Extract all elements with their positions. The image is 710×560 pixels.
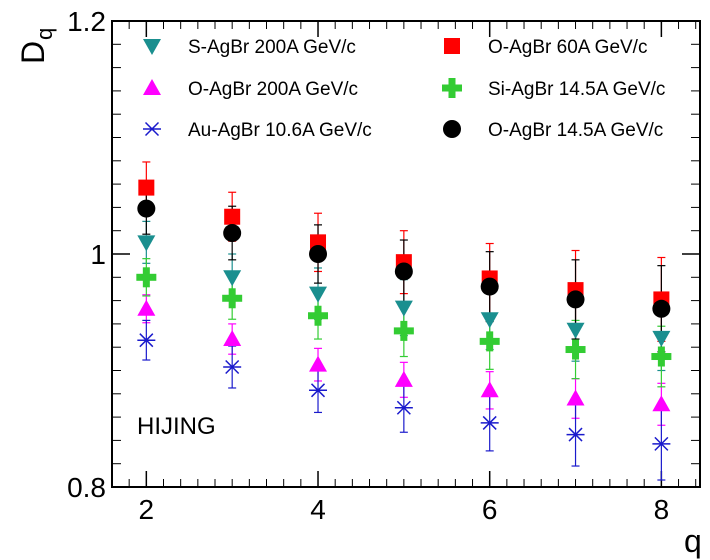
data-point (223, 224, 242, 243)
data-point (137, 333, 156, 348)
data-point (566, 389, 585, 406)
legend-item: O-AgBr 60A GeV/c (444, 37, 647, 58)
data-point (566, 290, 585, 309)
data-point (652, 436, 671, 451)
data-point (480, 381, 499, 398)
y-axis-title: D q (15, 28, 57, 64)
x-tick-label: 8 (654, 494, 670, 525)
data-point (224, 208, 241, 225)
legend-marker (443, 120, 461, 138)
legend-marker (143, 39, 161, 55)
data-point (480, 415, 499, 430)
legend-marker (442, 78, 462, 98)
data-point (223, 359, 242, 375)
data-point (566, 322, 585, 339)
legend-label: S-AgBr 200A GeV/c (188, 37, 356, 58)
x-tick-label: 2 (139, 494, 155, 525)
legend-label: O-AgBr 60A GeV/c (488, 37, 647, 58)
x-tick-label: 6 (482, 494, 498, 525)
legend-item: Au-AgBr 10.6A GeV/c (143, 120, 372, 141)
data-point (308, 305, 329, 326)
axis-ticks: 2 4 6 8 0.8 1 1.2 (67, 6, 700, 525)
hijing-annotation: HIJING (137, 413, 216, 440)
legend: S-AgBr 200A GeV/c O-AgBr 60A GeV/c O-AgBr … (143, 37, 665, 141)
data-point (480, 312, 499, 329)
data-point (651, 346, 672, 367)
data-point (309, 355, 328, 372)
legend-item: O-AgBr 14.5A GeV/c (443, 120, 663, 141)
data-point (138, 179, 155, 196)
y-tick-label: 0.8 (67, 472, 106, 503)
y-tick-label: 1 (90, 239, 106, 270)
data-point (480, 277, 499, 296)
legend-item: O-AgBr 200A GeV/c (143, 79, 358, 100)
legend-label: O-AgBr 200A GeV/c (188, 79, 358, 100)
data-point (652, 330, 671, 347)
legend-item: Si-AgBr 14.5A GeV/c (442, 78, 665, 100)
data-point (566, 427, 585, 442)
legend-label: Si-AgBr 14.5A GeV/c (488, 79, 665, 100)
data-point (309, 383, 328, 398)
x-tick-label: 4 (310, 494, 326, 525)
legend-label: O-AgBr 14.5A GeV/c (488, 120, 663, 141)
y-axis-label: D (15, 41, 51, 64)
data-point (309, 245, 328, 263)
legend-label: Au-AgBr 10.6A GeV/c (188, 120, 372, 141)
legend-marker (143, 79, 161, 95)
data-point (394, 300, 413, 317)
data-point (394, 262, 413, 281)
data-points (136, 179, 672, 451)
data-point (652, 395, 671, 412)
y-tick-label: 1.2 (67, 6, 106, 37)
data-point (137, 235, 156, 252)
data-point (393, 320, 414, 341)
legend-marker (143, 121, 161, 137)
y-axis-label-subscript: q (32, 28, 57, 40)
data-point (394, 370, 413, 387)
data-point (136, 267, 157, 288)
data-point (479, 331, 500, 352)
data-point (137, 199, 156, 218)
data-point (565, 339, 586, 360)
x-axis-label: q (684, 523, 702, 559)
data-point (223, 330, 242, 347)
legend-item: S-AgBr 200A GeV/c (143, 37, 356, 58)
data-point (137, 299, 156, 316)
data-point (223, 270, 242, 287)
legend-marker (444, 38, 460, 54)
data-point (222, 288, 243, 309)
data-point (652, 299, 671, 318)
data-point (394, 400, 413, 415)
data-point (309, 286, 328, 303)
